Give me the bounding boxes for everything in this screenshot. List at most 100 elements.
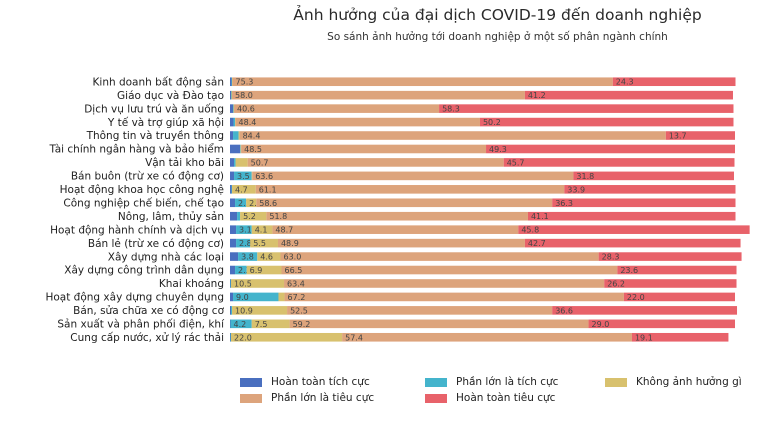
data-label: 67.2 [288,293,306,302]
bar-segment [230,265,236,275]
data-label: 57.4 [345,333,363,342]
legend-item: Không ảnh hưởng gì [605,376,755,388]
bar-segment [239,131,666,140]
bar-segment [552,198,736,208]
bar-segment [238,131,240,140]
data-label: 41.1 [531,212,549,221]
data-label: 10.9 [235,306,253,315]
category-label: Vận tải kho bãi [145,157,224,169]
bar-segment [518,225,750,234]
data-label: 9.0 [236,293,249,302]
data-label: 66.5 [285,266,303,275]
data-label: 4.2 [234,320,247,329]
bar-segment [552,306,738,315]
category-label: Giáo dục và Đào tạo [117,90,224,102]
data-label: 63.4 [287,279,305,288]
bar-segment [234,158,236,167]
bar-segment [231,90,232,100]
data-label: 45.8 [521,226,539,235]
bar-segment [230,332,231,342]
bar-segment [232,77,233,87]
bar-segment [240,211,267,221]
bar-segment [230,131,234,140]
bar-segment [233,131,239,140]
bar-segment [230,279,232,288]
bar-segment [230,252,239,261]
bar-segment [230,279,231,288]
bar-segment [573,171,734,181]
category-label: Tài chính ngân hàng và bảo hiểm [49,143,224,156]
bar-segment [232,90,525,100]
data-label: 4.6 [260,253,273,262]
bar-segment [235,117,480,127]
bar-segment [503,158,735,167]
bar-segment [230,332,232,342]
bar-segment [230,211,238,221]
bar-segment [231,332,343,342]
category-label: Hoạt động xây dựng chuyên dụng [45,292,224,304]
data-label: 36.3 [555,199,573,208]
category-label: Sản xuất và phân phối điện, khí [57,319,225,331]
bar-segment [527,211,736,221]
data-label: 3.8 [241,253,254,262]
bar-segment [246,265,282,275]
data-label: 2.3 [238,266,251,275]
bar-segment [230,158,235,167]
data-label: 3.5 [237,172,250,181]
bar-segment [230,306,232,315]
bar-segment [232,185,256,194]
bar-segment [665,131,735,140]
legend-swatch [240,377,262,387]
data-label: 2.8 [239,239,252,248]
data-label: 58.6 [259,199,277,208]
bar-segment [278,292,285,302]
bar-segment [598,252,742,261]
legend-label: Không ảnh hưởng gì [636,376,742,388]
data-label: 49.3 [489,145,507,154]
bar-segment [230,77,232,87]
legend-label: Phần lớn là tiêu cực [271,392,375,404]
legend-label: Hoàn toàn tích cực [271,376,370,388]
chart-legend: Hoàn toàn tích cực Phần lớn là tích cực … [240,376,760,404]
data-label: 10.5 [234,279,252,288]
bar-segment [486,144,735,154]
bar-segment [604,279,737,288]
bar-segment [231,90,233,100]
data-label: 51.8 [269,212,287,221]
legend-swatch [425,377,447,387]
category-label: Y tế và trợ giúp xã hội [107,117,224,129]
bar-segment [235,265,247,275]
bar-segment [256,198,553,208]
bar-segment [623,292,735,302]
legend-label: Hoàn toàn tiêu cực [456,392,556,404]
bar-segment [235,117,236,127]
data-label: 4.7 [235,185,248,194]
data-label: 29.0 [592,320,610,329]
bar-segment [277,238,525,248]
bar-segment [230,144,241,154]
bar-segment [439,104,734,113]
bar-segment [564,185,736,194]
data-label: 48.7 [275,226,293,235]
data-label: 5.5 [253,239,266,248]
legend-item: Hoàn toàn tích cực [240,376,425,388]
bar-segment [233,292,279,302]
bar-segment [230,238,237,248]
category-label: Nông, lâm, thủy sản [118,211,224,223]
bar-segment [612,77,736,87]
data-label: 42.7 [528,239,546,248]
data-label: 63.6 [255,172,273,181]
data-label: 2.2 [238,199,251,208]
bar-segment [246,198,257,208]
legend-swatch [605,377,627,387]
data-label: 63.0 [284,253,302,262]
category-label: Hoạt động hành chính và dịch vụ [50,224,224,236]
data-label: 40.6 [237,105,255,114]
bar-segment [240,144,242,154]
bar-segment [284,279,605,288]
data-label: 5.2 [243,212,256,221]
bar-segment [235,158,248,167]
bar-segment [281,265,618,275]
category-label: Thông tin và truyền thông [86,130,224,142]
